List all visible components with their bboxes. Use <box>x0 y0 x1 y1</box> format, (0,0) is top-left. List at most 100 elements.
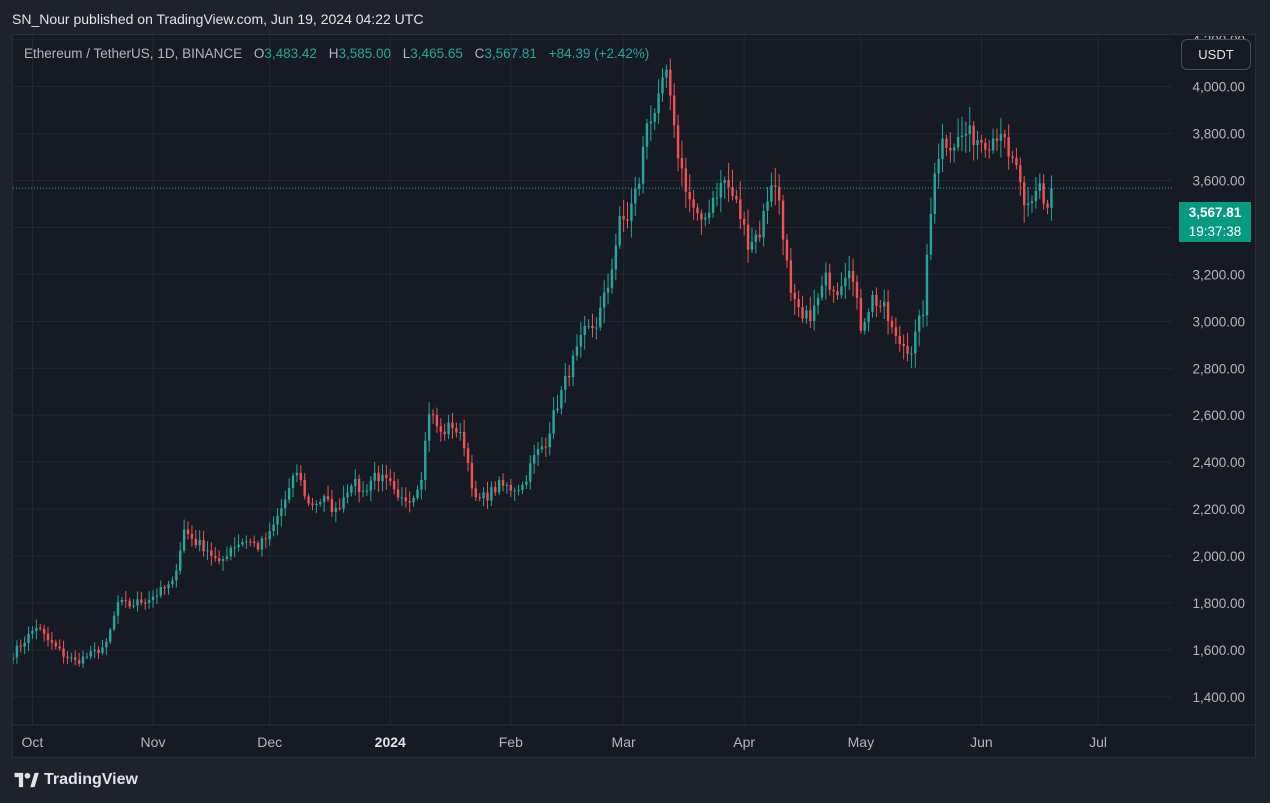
candle-body <box>715 197 719 199</box>
candle-body <box>299 472 303 480</box>
candle-body <box>544 446 548 448</box>
candle-body <box>560 389 563 409</box>
candle-body <box>937 159 940 174</box>
published-line: SN_Nour published on TradingView.com, Ju… <box>12 11 424 27</box>
candle-body <box>182 529 186 551</box>
candle-body <box>762 210 765 238</box>
candle-body <box>1007 137 1010 157</box>
candle-body <box>268 530 271 540</box>
candle-body <box>925 254 929 316</box>
candle-body <box>921 315 925 317</box>
x-tick-label: Nov <box>141 734 166 750</box>
candle-body <box>237 544 240 548</box>
y-tick-label: 3,800.00 <box>1192 127 1245 142</box>
candle-body <box>945 138 948 148</box>
candle-body <box>42 628 46 634</box>
candle-body <box>777 186 781 201</box>
candle-body <box>976 139 979 146</box>
candle-body <box>167 584 170 589</box>
candle-body <box>338 507 341 509</box>
currency-unit-button[interactable]: USDT <box>1181 39 1251 70</box>
candle-body <box>50 640 54 643</box>
candle-body <box>342 497 345 509</box>
y-tick-label: 2,600.00 <box>1192 408 1245 423</box>
candle-body <box>809 310 812 321</box>
candle-body <box>739 199 742 219</box>
candle-body <box>280 508 283 516</box>
candle-body <box>284 499 287 509</box>
candle-body <box>824 272 828 286</box>
chart-pane[interactable] <box>12 34 1256 758</box>
candle-body <box>151 596 155 601</box>
candle-body <box>637 183 641 189</box>
candle-body <box>816 297 820 306</box>
candle-body <box>991 138 995 151</box>
candle-body <box>229 547 233 557</box>
candle-body <box>132 605 135 607</box>
candle-body <box>851 270 855 283</box>
candle-body <box>31 630 34 634</box>
candle-body <box>140 599 143 603</box>
candle-body <box>27 633 30 643</box>
y-tick-label: 2,200.00 <box>1192 502 1245 517</box>
candle-body <box>179 550 182 571</box>
candle-body <box>836 291 839 296</box>
candle-body <box>252 541 256 544</box>
candle-body <box>373 472 376 481</box>
candle-body <box>357 478 361 493</box>
y-tick-label: 2,800.00 <box>1192 361 1245 376</box>
candle-body <box>902 343 905 347</box>
candle-body <box>746 224 750 250</box>
candle-body <box>875 295 878 306</box>
candle-body <box>758 234 761 238</box>
candle-body <box>984 142 987 150</box>
candle-body <box>202 539 205 552</box>
candle-body <box>291 475 295 489</box>
candle-body <box>525 481 528 485</box>
candle-body <box>610 269 614 288</box>
y-tick-label: 3,600.00 <box>1192 174 1245 189</box>
candle-body <box>171 580 174 585</box>
candle-body <box>999 134 1003 141</box>
candle-body <box>770 185 773 202</box>
candle-body <box>529 463 532 482</box>
x-tick-label: Jul <box>1089 734 1107 750</box>
last-price-tag: 3,567.81 19:37:38 <box>1179 202 1251 242</box>
candle-body <box>39 627 42 629</box>
candle-body <box>77 660 81 664</box>
candle-body <box>427 414 431 441</box>
candle-body <box>455 428 458 433</box>
candle-body <box>190 534 194 539</box>
candle-body <box>579 335 583 347</box>
bar-countdown: 19:37:38 <box>1188 224 1242 239</box>
candle-body <box>1046 203 1049 208</box>
candle-body <box>462 432 466 449</box>
candle-body <box>641 146 645 184</box>
candle-body <box>241 542 244 545</box>
candle-body <box>377 472 380 482</box>
candle-body <box>346 492 349 498</box>
candle-body <box>354 478 357 486</box>
candle-body <box>676 125 680 159</box>
candle-body <box>855 282 859 298</box>
candle-body <box>396 489 400 498</box>
candle-body <box>587 325 590 327</box>
candle-body <box>89 651 92 657</box>
tradingview-brand[interactable]: TradingView <box>12 770 138 790</box>
candle-body <box>81 656 85 664</box>
candle-body <box>326 496 330 500</box>
candle-body <box>385 474 388 479</box>
candle-body <box>548 433 551 448</box>
candle-body <box>412 497 415 503</box>
candle-body <box>867 311 870 323</box>
candle-body <box>109 629 112 642</box>
candle-body <box>828 272 831 290</box>
candle-body <box>1042 183 1045 204</box>
candle-body <box>723 180 726 183</box>
open-label: O <box>253 46 265 61</box>
candle-body <box>303 479 306 497</box>
candle-body <box>70 657 73 659</box>
y-tick-label: 3,000.00 <box>1192 314 1245 329</box>
candle-body <box>766 201 769 211</box>
